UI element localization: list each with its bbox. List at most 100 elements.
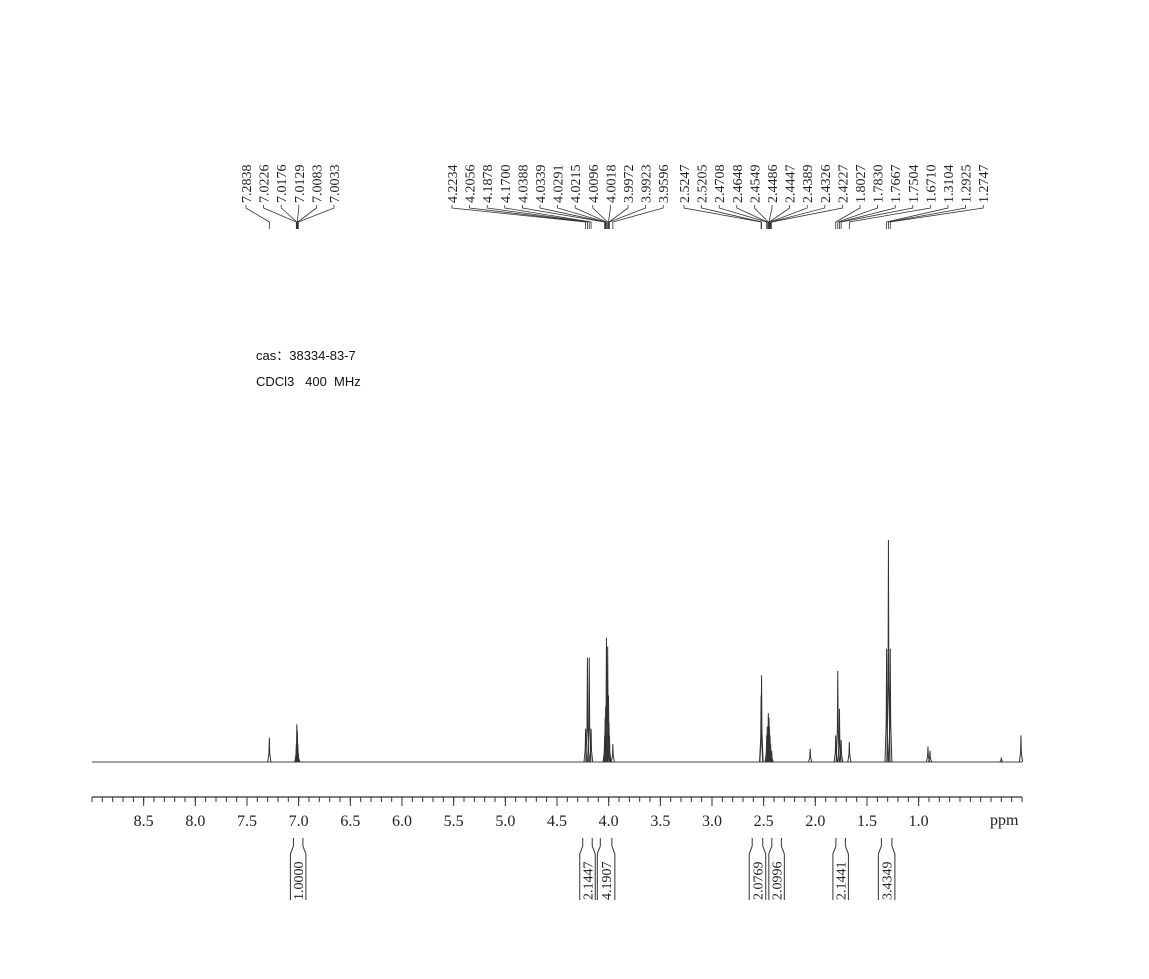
peak [886,539,891,763]
x-tick-label: 7.5 [237,813,257,830]
leader-line [768,205,790,229]
peak-label: 7.0226 [258,165,273,204]
integral-bracket [748,838,767,900]
annotation: cas：38334-83-7 [256,348,356,363]
peak [925,746,931,763]
peak-label: 3.9596 [657,165,672,204]
peak-label: 4.0339 [534,165,549,204]
leader-line [837,205,878,229]
peak-label: 7.0129 [293,165,308,204]
leader-line [609,205,646,229]
peak-label: 2.4227 [836,165,851,204]
x-tick-label: 1.5 [857,813,877,830]
integral-label: 2.1441 [835,862,850,901]
peak-label: 1.2747 [977,165,992,204]
peak [769,750,774,763]
peak [927,750,933,763]
leader-line [718,205,768,229]
peak-label: 1.2925 [960,165,975,204]
peak-label: 4.0096 [587,165,602,204]
peak-label: 7.2838 [240,165,255,204]
leader-line [736,205,768,229]
peak [999,757,1004,763]
leader-line [839,205,896,229]
peak-label: 7.0033 [328,165,343,204]
leader-line [848,205,931,229]
x-tick-label: 3.5 [650,813,670,830]
peak-label: 2.4486 [766,165,781,204]
peak-label: 4.1878 [481,165,496,204]
peak-label: 2.5205 [696,165,711,204]
peak [589,728,594,763]
leader-line [451,205,586,229]
x-tick-label: 4.5 [547,813,567,830]
leader-line [592,205,609,229]
peak-label: 4.0018 [604,165,619,204]
leader-line [840,205,914,229]
leader-line [889,205,984,229]
leader-line [770,205,826,229]
integral-label: 2.0996 [771,862,786,901]
x-tick-label: 5.0 [495,813,515,830]
leader-line [263,205,297,229]
leader-line [608,205,629,229]
peak [296,753,301,763]
peak-label: 1.7667 [889,165,904,204]
leader-line [522,205,606,229]
x-tick-label: 5.5 [444,813,464,830]
peak [1018,735,1024,763]
x-tick-label: 7.0 [289,813,309,830]
peak [847,742,852,763]
peak [607,735,612,763]
leader-line [296,205,300,229]
leader-line [297,205,335,229]
leader-line [835,205,861,229]
peak [835,670,840,763]
leader-line [280,205,298,229]
peak-label: 2.4549 [748,165,763,204]
peak-label: 2.4326 [819,165,834,204]
x-tick-label: 2.0 [805,813,825,830]
peak-label: 2.4708 [713,165,728,204]
integral-bracket [768,838,785,900]
integral-bracket [289,838,307,900]
leader-line [486,205,590,229]
leader-line [886,205,949,229]
x-tick-label: 8.5 [134,813,154,830]
leader-line [683,205,762,229]
integral-bracket [596,838,616,900]
x-tick-label: 6.5 [340,813,360,830]
leader-line [769,205,808,229]
integral-label: 1.0000 [292,862,307,901]
x-tick-label: 1.0 [909,813,929,830]
leader-line [245,205,270,229]
peak-label: 4.0291 [552,165,567,204]
peak-label: 3.9923 [640,165,655,204]
peak-label: 2.5247 [678,165,693,204]
integral-bracket [877,838,896,900]
leader-line [612,205,664,229]
leader-line [888,205,966,229]
integral-label: 4.1907 [600,862,615,901]
leader-line [557,205,607,229]
leader-line [469,205,588,229]
x-tick-label: 6.0 [392,813,412,830]
leader-line [297,205,317,229]
peak-label: 1.8027 [854,165,869,204]
x-axis-label: ppm [990,812,1019,829]
peak-label: 1.7830 [872,165,887,204]
integral-label: 3.4349 [881,862,896,901]
peak-label: 2.4389 [801,165,816,204]
peak [759,675,764,763]
peak [839,739,844,763]
peak [267,737,272,763]
leader-line [771,205,843,229]
peak-label: 2.4447 [784,165,799,204]
peak [808,748,813,763]
leader-line [754,205,769,229]
leader-line [701,205,762,229]
x-tick-label: 8.0 [185,813,205,830]
peak [610,744,615,763]
